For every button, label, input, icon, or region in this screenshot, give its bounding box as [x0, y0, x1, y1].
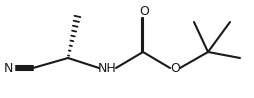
Text: O: O: [170, 63, 180, 75]
Text: O: O: [139, 5, 149, 18]
Text: N: N: [3, 62, 13, 74]
Text: NH: NH: [98, 63, 116, 75]
